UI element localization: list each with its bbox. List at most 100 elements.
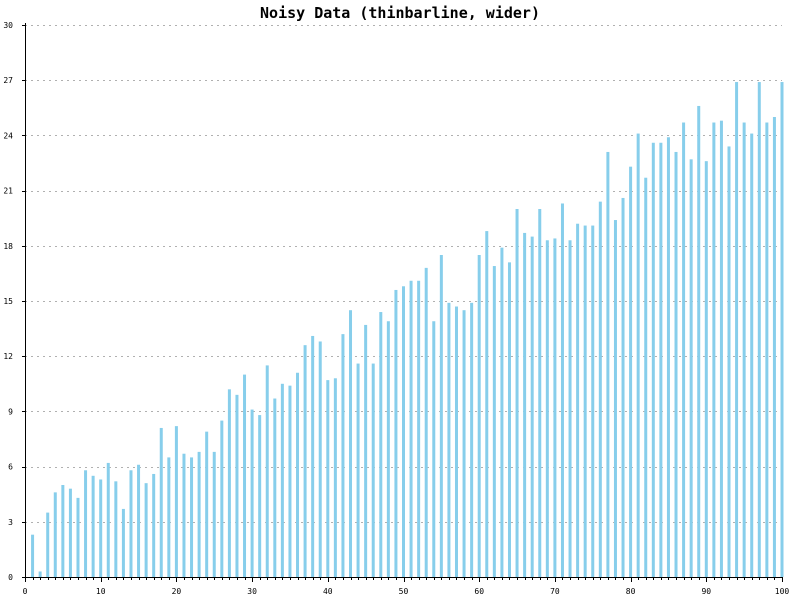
y-tick-label: 21 xyxy=(3,187,13,196)
bar xyxy=(341,334,345,577)
bar xyxy=(303,345,307,577)
y-tick-label: 3 xyxy=(8,518,13,527)
bar xyxy=(598,201,602,577)
bar xyxy=(61,485,65,577)
bar xyxy=(485,231,489,577)
bar xyxy=(326,380,330,577)
bar xyxy=(31,534,35,577)
bar xyxy=(644,177,648,577)
bar xyxy=(560,203,564,578)
bar xyxy=(719,120,723,578)
bar xyxy=(507,262,511,577)
bar xyxy=(606,151,610,577)
bar xyxy=(38,571,42,577)
y-tick-label: 0 xyxy=(8,573,13,582)
bar xyxy=(265,365,269,577)
bar xyxy=(333,378,337,577)
bar xyxy=(583,225,587,577)
bar xyxy=(674,151,678,577)
bar xyxy=(553,238,557,577)
bar xyxy=(424,267,428,577)
bar xyxy=(212,451,216,577)
bar xyxy=(780,82,784,577)
bar xyxy=(591,225,595,577)
bar xyxy=(613,220,617,578)
bar xyxy=(523,232,527,578)
y-tick-label: 6 xyxy=(8,463,13,472)
bar xyxy=(454,306,458,577)
bar xyxy=(629,166,633,577)
bar xyxy=(114,481,118,577)
bar xyxy=(727,146,731,577)
x-tick-label: 90 xyxy=(701,587,711,596)
y-tick-label: 24 xyxy=(3,131,13,140)
bar xyxy=(697,105,701,578)
bar xyxy=(772,117,776,577)
bar xyxy=(545,240,549,577)
bar xyxy=(712,122,716,578)
bar xyxy=(106,462,110,577)
y-tick-label: 9 xyxy=(8,407,13,416)
bar xyxy=(159,427,163,577)
x-tick-label: 60 xyxy=(474,587,484,596)
x-tick-label: 30 xyxy=(247,587,257,596)
bar xyxy=(682,122,686,578)
bar xyxy=(76,497,80,577)
bar xyxy=(356,363,360,577)
bar xyxy=(174,426,178,577)
bar xyxy=(621,197,625,577)
chart-title: Noisy Data (thinbarline, wider) xyxy=(260,4,540,22)
y-tick-label: 15 xyxy=(3,297,13,306)
bar xyxy=(318,341,322,577)
bar xyxy=(636,133,640,577)
bar xyxy=(68,488,72,577)
bar xyxy=(349,310,353,577)
bar xyxy=(364,324,368,577)
bar xyxy=(379,312,383,577)
bar xyxy=(492,266,496,577)
bar xyxy=(167,457,171,577)
bar xyxy=(273,398,277,577)
bar xyxy=(84,470,88,577)
bar xyxy=(757,82,761,577)
bar xyxy=(576,223,580,577)
bar xyxy=(394,289,398,577)
bar xyxy=(250,409,254,577)
y-tick-label: 27 xyxy=(3,76,13,85)
y-tick-label: 30 xyxy=(3,21,13,30)
x-tick-label: 40 xyxy=(323,587,333,596)
bar xyxy=(538,209,542,577)
bar xyxy=(568,240,572,577)
bar xyxy=(137,464,141,577)
bar xyxy=(91,475,95,577)
bar xyxy=(470,302,474,577)
bar xyxy=(765,122,769,578)
bar xyxy=(152,473,156,577)
bar xyxy=(121,508,125,577)
x-tick-label: 0 xyxy=(23,587,28,596)
bar xyxy=(750,133,754,577)
bar xyxy=(144,483,148,577)
bar xyxy=(735,82,739,577)
bar xyxy=(651,142,655,577)
bar xyxy=(515,209,519,577)
axes: 0 3 6 9 12 15 18 21 24 27 30 0 10 20 30 40 50 60 70 80 90 100 xyxy=(3,21,789,596)
bar xyxy=(280,383,284,577)
bar xyxy=(417,280,421,577)
x-tick-label: 80 xyxy=(626,587,636,596)
bar xyxy=(235,394,239,577)
bar xyxy=(243,374,247,577)
bar xyxy=(659,142,663,577)
bar xyxy=(386,321,390,577)
bar xyxy=(432,321,436,577)
bar xyxy=(129,470,133,577)
bar xyxy=(409,280,413,577)
x-tick-label: 70 xyxy=(550,587,560,596)
bar xyxy=(99,479,103,577)
bar xyxy=(689,159,693,577)
y-tick-label: 12 xyxy=(3,352,13,361)
bar xyxy=(439,255,443,577)
bar xyxy=(311,335,315,577)
